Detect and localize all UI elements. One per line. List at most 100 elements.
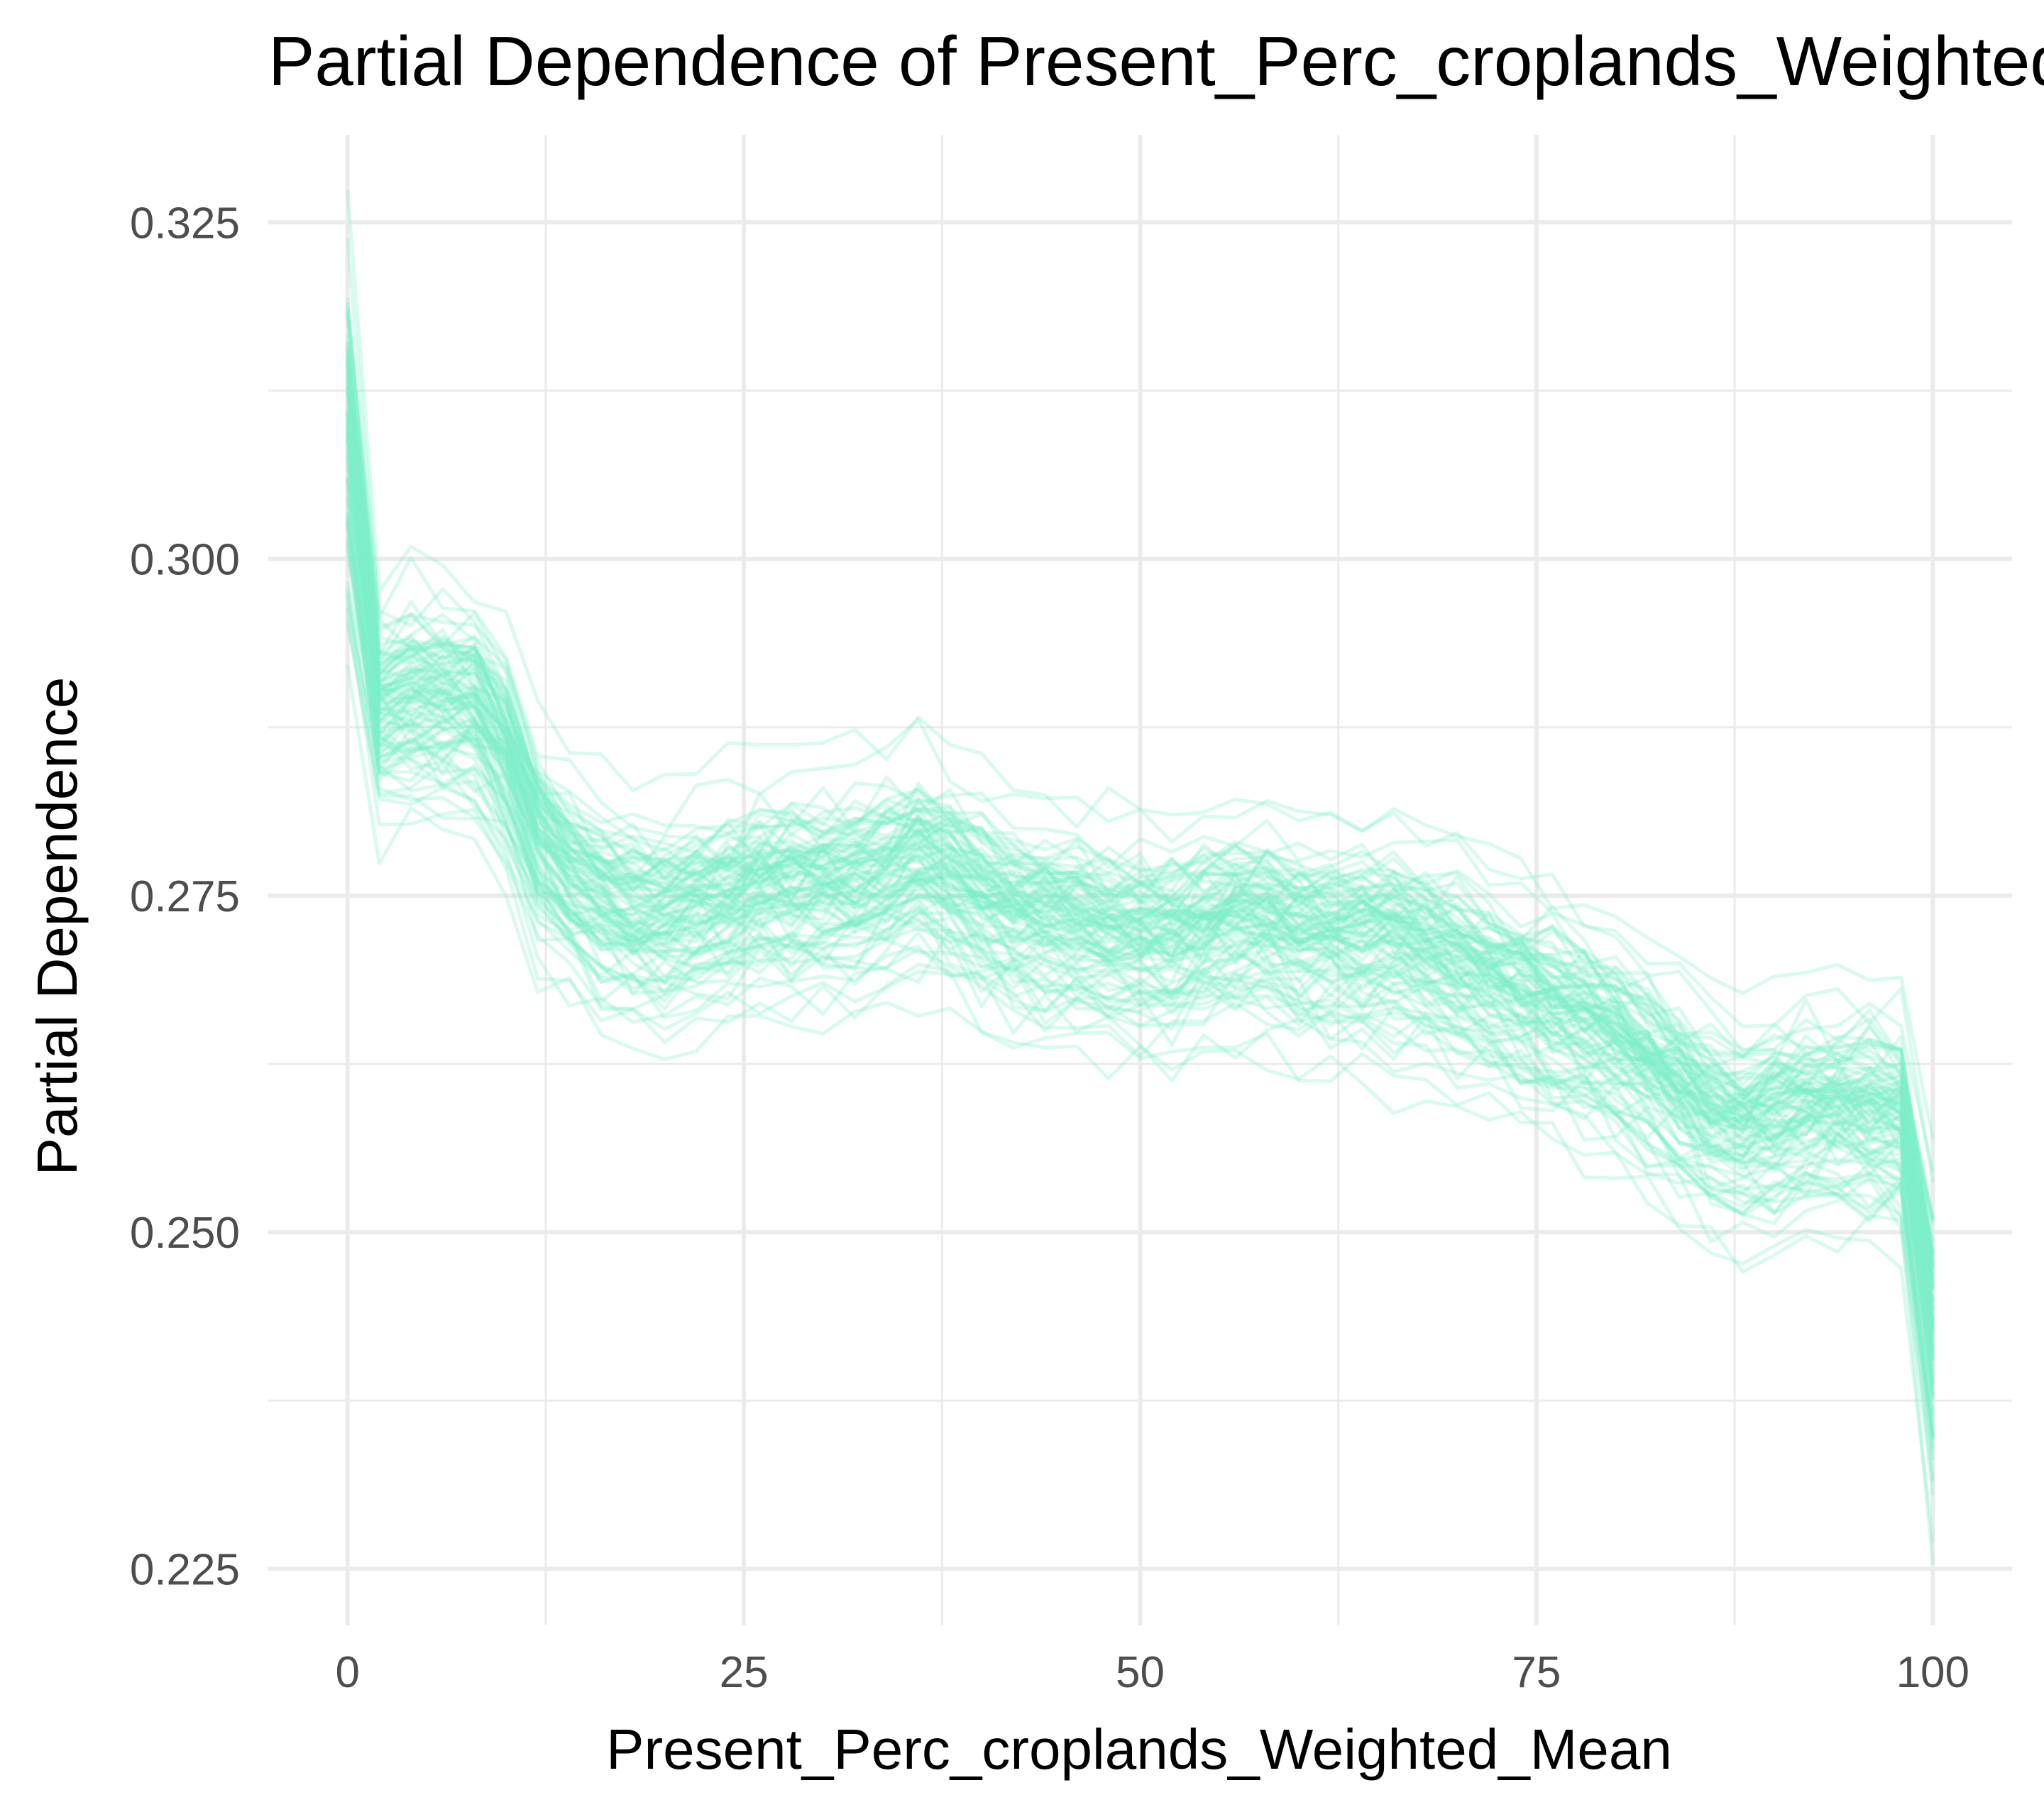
partial-dependence-line	[346, 588, 1935, 1423]
partial-dependence-line	[346, 411, 1935, 1359]
partial-dependence-line	[346, 476, 1935, 1388]
partial-dependence-line	[346, 434, 1935, 1319]
partial-dependence-line	[346, 448, 1935, 1327]
partial-dependence-line	[346, 190, 1935, 1183]
partial-dependence-line	[346, 446, 1935, 1385]
partial-dependence-line	[346, 345, 1935, 1220]
partial-dependence-line	[346, 360, 1935, 1253]
partial-dependence-line	[346, 422, 1935, 1368]
partial-dependence-line	[346, 413, 1935, 1301]
partial-dependence-line	[346, 430, 1935, 1310]
partial-dependence-line	[346, 303, 1935, 1173]
partial-dependence-line	[346, 355, 1935, 1225]
x-axis-title: Present_Perc_croplands_Weighted_Mean	[606, 1718, 1672, 1781]
y-tick-label: 0.250	[130, 1209, 240, 1258]
partial-dependence-line	[346, 580, 1935, 1430]
partial-dependence-line	[346, 360, 1935, 1334]
partial-dependence-line	[346, 317, 1935, 1268]
y-tick-labels: 0.225 0.250 0.275 0.300 0.325	[130, 199, 240, 1594]
partial-dependence-line	[346, 309, 1935, 1283]
partial-dependence-line	[346, 400, 1935, 1255]
partial-dependence-line	[346, 512, 1935, 1399]
partial-dependence-line	[346, 498, 1935, 1354]
partial-dependence-line	[346, 437, 1935, 1324]
partial-dependence-line	[346, 424, 1935, 1338]
partial-dependence-line	[346, 419, 1935, 1330]
partial-dependence-line	[346, 356, 1935, 1346]
chart-title: Partial Dependence of Present_Perc_cropl…	[268, 22, 2044, 100]
partial-dependence-line	[346, 438, 1935, 1323]
x-tick-label: 25	[720, 1648, 769, 1697]
partial-dependence-line	[346, 623, 1935, 1495]
partial-dependence-line	[346, 364, 1935, 1262]
partial-dependence-line	[346, 375, 1935, 1280]
partial-dependence-line	[346, 536, 1935, 1438]
partial-dependence-line	[346, 419, 1935, 1346]
partial-dependence-line	[346, 366, 1935, 1255]
partial-dependence-line	[346, 424, 1935, 1342]
partial-dependence-line	[346, 380, 1935, 1265]
partial-dependence-line	[346, 511, 1935, 1328]
y-tick-label: 0.325	[130, 199, 240, 248]
partial-dependence-line	[346, 407, 1935, 1356]
partial-dependence-line	[346, 467, 1935, 1353]
partial-dependence-line	[346, 618, 1935, 1482]
y-tick-label: 0.300	[130, 536, 240, 585]
partial-dependence-line	[346, 353, 1935, 1243]
x-tick-label: 50	[1116, 1648, 1165, 1697]
x-tick-label: 75	[1512, 1648, 1561, 1697]
partial-dependence-line	[346, 437, 1935, 1332]
partial-dependence-line	[346, 478, 1935, 1350]
x-tick-label: 100	[1896, 1648, 1969, 1697]
partial-dependence-line	[346, 388, 1935, 1266]
y-tick-label: 0.275	[130, 872, 240, 921]
partial-dependence-line	[346, 348, 1935, 1256]
partial-dependence-line	[346, 373, 1935, 1344]
partial-dependence-line	[346, 488, 1935, 1324]
partial-dependence-line	[346, 355, 1935, 1261]
partial-dependence-line	[346, 528, 1935, 1441]
partial-dependence-line	[346, 437, 1935, 1362]
partial-dependence-line	[346, 522, 1935, 1380]
partial-dependence-line	[346, 594, 1935, 1414]
partial-dependence-line	[346, 544, 1935, 1455]
partial-dependence-line	[346, 362, 1935, 1278]
partial-dependence-line	[346, 412, 1935, 1291]
partial-dependence-line	[346, 542, 1935, 1481]
partial-dependence-line	[346, 554, 1935, 1439]
partial-dependence-line	[346, 372, 1935, 1277]
partial-dependence-line	[346, 522, 1935, 1395]
partial-dependence-line	[346, 604, 1935, 1461]
partial-dependence-line	[346, 312, 1935, 1222]
y-tick-label: 0.225	[130, 1545, 240, 1594]
partial-dependence-line	[346, 407, 1935, 1385]
partial-dependence-line	[346, 379, 1935, 1322]
partial-dependence-line	[346, 477, 1935, 1376]
partial-dependence-line	[346, 341, 1935, 1252]
partial-dependence-line	[346, 363, 1935, 1291]
x-tick-label: 0	[335, 1648, 359, 1697]
partial-dependence-line	[346, 297, 1935, 1219]
partial-dependence-line	[346, 454, 1935, 1302]
partial-dependence-line	[346, 478, 1935, 1383]
partial-dependence-line	[346, 520, 1935, 1449]
partial-dependence-line	[346, 412, 1935, 1310]
partial-dependence-line	[346, 342, 1935, 1257]
partial-dependence-line	[346, 434, 1935, 1334]
partial-dependence-line	[346, 516, 1935, 1435]
x-tick-labels: 0 25 50 75 100	[335, 1648, 1969, 1697]
partial-dependence-line	[346, 457, 1935, 1266]
partial-dependence-line	[346, 517, 1935, 1439]
partial-dependence-line	[346, 456, 1935, 1361]
grid	[268, 135, 2012, 1625]
partial-dependence-line	[346, 384, 1935, 1354]
partial-dependence-line	[346, 495, 1935, 1363]
partial-dependence-line	[346, 591, 1935, 1438]
partial-dependence-line	[346, 388, 1935, 1290]
partial-dependence-line	[346, 464, 1935, 1373]
partial-dependence-line	[346, 386, 1935, 1309]
partial-dependence-line	[346, 385, 1935, 1325]
partial-dependence-line	[346, 334, 1935, 1271]
partial-dependence-line	[346, 306, 1935, 1280]
